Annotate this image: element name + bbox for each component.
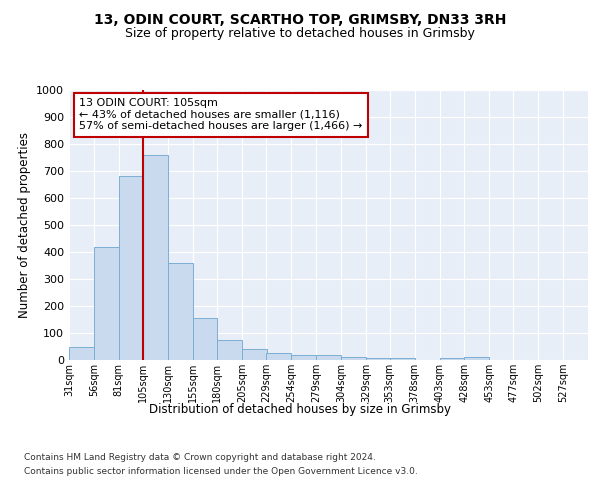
Bar <box>69 346 94 360</box>
Text: 13 ODIN COURT: 105sqm
← 43% of detached houses are smaller (1,116)
57% of semi-d: 13 ODIN COURT: 105sqm ← 43% of detached … <box>79 98 363 132</box>
Bar <box>291 355 316 360</box>
Bar <box>193 318 217 360</box>
Bar <box>341 358 366 360</box>
Bar <box>167 263 193 360</box>
Bar <box>217 340 242 360</box>
Bar <box>464 358 490 360</box>
Bar <box>119 176 144 360</box>
Bar <box>242 349 267 360</box>
Text: Contains public sector information licensed under the Open Government Licence v3: Contains public sector information licen… <box>24 467 418 476</box>
Bar <box>316 355 341 360</box>
Text: Size of property relative to detached houses in Grimsby: Size of property relative to detached ho… <box>125 28 475 40</box>
Bar <box>440 358 464 360</box>
Y-axis label: Number of detached properties: Number of detached properties <box>17 132 31 318</box>
Bar <box>94 246 119 360</box>
Bar <box>366 358 391 360</box>
Text: Contains HM Land Registry data © Crown copyright and database right 2024.: Contains HM Land Registry data © Crown c… <box>24 454 376 462</box>
Text: 13, ODIN COURT, SCARTHO TOP, GRIMSBY, DN33 3RH: 13, ODIN COURT, SCARTHO TOP, GRIMSBY, DN… <box>94 12 506 26</box>
Bar <box>143 155 167 360</box>
Text: Distribution of detached houses by size in Grimsby: Distribution of detached houses by size … <box>149 402 451 415</box>
Bar <box>390 358 415 360</box>
Bar <box>266 353 291 360</box>
